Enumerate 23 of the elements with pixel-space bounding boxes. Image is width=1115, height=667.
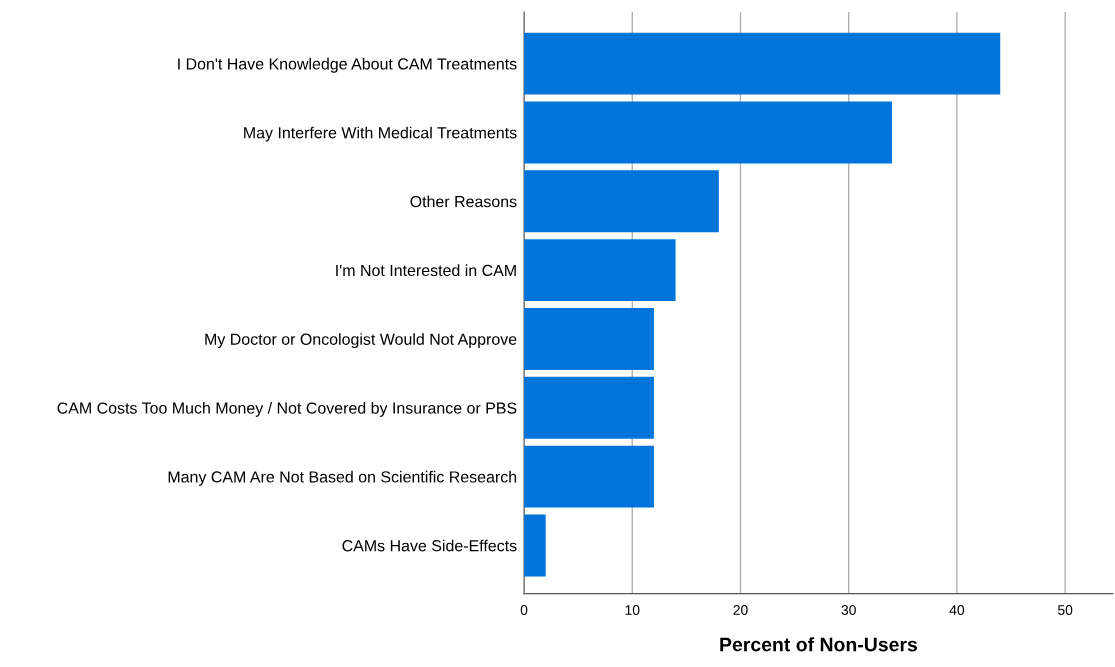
- x-tick-label: 50: [1057, 605, 1073, 615]
- bar: [524, 514, 546, 577]
- bar: [524, 307, 654, 370]
- x-tick-label: 0: [520, 605, 528, 615]
- y-tick-label: Other Reasons: [410, 195, 517, 208]
- y-tick-label: CAM Costs Too Much Money / Not Covered by Insurance or PBS: [57, 402, 517, 417]
- bar: [524, 239, 676, 302]
- x-tick-label: 40: [949, 605, 965, 615]
- bar: [524, 376, 654, 439]
- y-tick-label: Many CAM Are Not Based on Scientific Research: [168, 470, 517, 486]
- x-axis-title: Percent of Non-Users: [720, 637, 918, 652]
- bar: [524, 32, 1001, 95]
- x-tick-label: 30: [841, 605, 856, 615]
- y-tick-label: I Don't Have Knowledge About CAM Treatments: [178, 57, 517, 73]
- y-tick-label: I'm Not Interested in CAM: [336, 264, 516, 277]
- bar: [524, 445, 654, 508]
- y-tick-label: May Interfere With Medical Treatments: [244, 126, 517, 142]
- y-tick-label: CAMs Have Side-Effects: [342, 539, 517, 552]
- x-tick-label: 10: [625, 605, 640, 615]
- x-tick-label: 20: [733, 605, 748, 615]
- bar: [524, 101, 892, 164]
- bar: [524, 170, 719, 233]
- y-tick-label: My Doctor or Oncologist Would Not Approve: [205, 333, 517, 349]
